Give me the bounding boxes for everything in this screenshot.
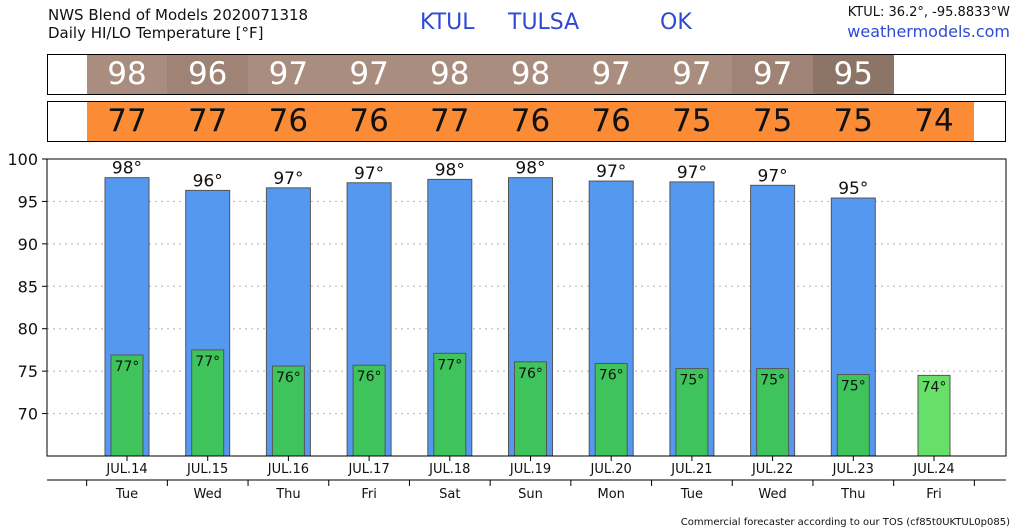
- high-temp-data-label: 97°: [354, 164, 384, 184]
- x-weekday-label: Tue: [680, 487, 703, 502]
- low-temp-bar: [514, 361, 547, 457]
- x-weekday-label: Mon: [597, 487, 624, 502]
- low-temp-data-label: 75°: [760, 373, 785, 389]
- y-tick-label: 75: [18, 362, 38, 381]
- low-temp-data-label: 74°: [922, 379, 947, 395]
- low-temp-data-label: 77°: [115, 359, 140, 375]
- footer-note: Commercial forecaster according to our T…: [680, 517, 1010, 528]
- low-temp-bar: [110, 354, 144, 457]
- chart-subtitle: Daily HI/LO Temperature [°F]: [48, 24, 264, 42]
- x-date-label: JUL.21: [670, 462, 712, 477]
- website-link[interactable]: weathermodels.com: [847, 22, 1010, 41]
- high-temp-data-label: 97°: [273, 169, 303, 189]
- x-date-label: JUL.24: [912, 462, 954, 477]
- low-temp-cell: 77: [409, 102, 491, 141]
- y-tick-label: 80: [18, 320, 38, 339]
- x-weekday-label: Fri: [926, 487, 942, 502]
- high-temp-data-label: 98°: [435, 160, 465, 180]
- station-city: TULSA: [508, 10, 580, 35]
- high-temp-cell: 97: [248, 55, 329, 94]
- high-temp-data-label: 97°: [677, 163, 707, 183]
- low-temp-data-label: 77°: [195, 354, 220, 370]
- high-temp-data-label: 98°: [515, 159, 545, 179]
- x-weekday-label: Tue: [115, 487, 138, 502]
- x-weekday-label: Fri: [361, 487, 377, 502]
- low-temp-data-label: 75°: [679, 373, 704, 389]
- high-temp-data-label: 95°: [838, 179, 868, 199]
- low-temp-bar: [917, 374, 951, 457]
- y-tick-label: 95: [18, 192, 38, 211]
- low-temp-cell: 77: [86, 102, 168, 141]
- low-temp-cell: 74: [893, 102, 975, 141]
- high-temp-data-label: 97°: [758, 166, 788, 186]
- y-tick-label: 100: [7, 150, 38, 169]
- low-temp-cell: 76: [490, 102, 571, 141]
- x-date-label: JUL.22: [751, 462, 793, 477]
- low-temp-bar: [675, 368, 709, 457]
- high-temp-cell: 98: [86, 55, 168, 94]
- high-temperature-strip: 98 96 97 97 98 98 97 97 97 95: [47, 54, 1006, 95]
- station-id: KTUL: [420, 10, 475, 35]
- x-weekday-label: Sun: [518, 487, 543, 502]
- low-temperature-strip: 77 77 76 76 77 76 76 75 75 75 74: [47, 101, 1006, 142]
- high-temp-cell: 96: [167, 55, 249, 94]
- high-temp-data-label: 96°: [193, 171, 223, 191]
- low-temp-data-label: 76°: [518, 366, 543, 382]
- y-tick-label: 85: [18, 277, 38, 296]
- low-temp-cell: 75: [812, 102, 894, 141]
- low-temp-cell: 76: [248, 102, 329, 141]
- x-date-label: JUL.15: [186, 462, 228, 477]
- low-temp-bar: [756, 368, 790, 457]
- low-temp-bar: [836, 374, 870, 457]
- plot-frame: [46, 158, 1007, 457]
- low-temp-data-label: 77°: [437, 357, 462, 373]
- low-temp-data-label: 76°: [599, 368, 624, 384]
- high-temp-cell: 97: [570, 55, 652, 94]
- x-date-label: JUL.23: [832, 462, 874, 477]
- low-temp-data-label: 76°: [357, 369, 382, 385]
- high-temp-cell: 98: [409, 55, 491, 94]
- x-weekday-label: Thu: [275, 487, 300, 502]
- x-date-label: JUL.18: [428, 462, 470, 477]
- high-temp-cell: 98: [490, 55, 571, 94]
- x-date-label: JUL.14: [105, 462, 147, 477]
- low-temp-cell: 76: [570, 102, 652, 141]
- low-temp-bar: [433, 352, 467, 457]
- station-coordinates: KTUL: 36.2°, -95.8833°W: [847, 5, 1010, 20]
- high-temp-cell: 95: [812, 55, 894, 94]
- low-temp-bar: [271, 365, 305, 457]
- x-date-label: JUL.19: [509, 462, 551, 477]
- high-temp-cell: 97: [328, 55, 410, 94]
- station-state: OK: [660, 10, 692, 35]
- low-temp-cell: 77: [167, 102, 249, 141]
- low-temp-bar: [191, 349, 225, 457]
- x-weekday-label: Thu: [840, 487, 865, 502]
- high-temp-data-label: 98°: [112, 159, 142, 179]
- high-temp-data-label: 97°: [596, 162, 626, 182]
- low-temp-data-label: 75°: [841, 379, 866, 395]
- model-title: NWS Blend of Models 2020071318: [48, 6, 309, 24]
- x-date-label: JUL.17: [347, 462, 389, 477]
- x-weekday-label: Wed: [758, 487, 786, 502]
- low-temp-cell: 76: [328, 102, 410, 141]
- x-date-label: JUL.16: [267, 462, 309, 477]
- low-temp-cell: 75: [651, 102, 733, 141]
- low-temp-data-label: 76°: [276, 370, 301, 386]
- high-temp-cell: 97: [732, 55, 813, 94]
- low-temp-cell: 75: [732, 102, 813, 141]
- y-tick-label: 90: [18, 235, 38, 254]
- x-weekday-label: Sat: [439, 487, 460, 502]
- x-weekday-label: Wed: [194, 487, 222, 502]
- y-tick-label: 70: [18, 405, 38, 424]
- x-date-label: JUL.20: [590, 462, 632, 477]
- high-temp-cell: 97: [651, 55, 733, 94]
